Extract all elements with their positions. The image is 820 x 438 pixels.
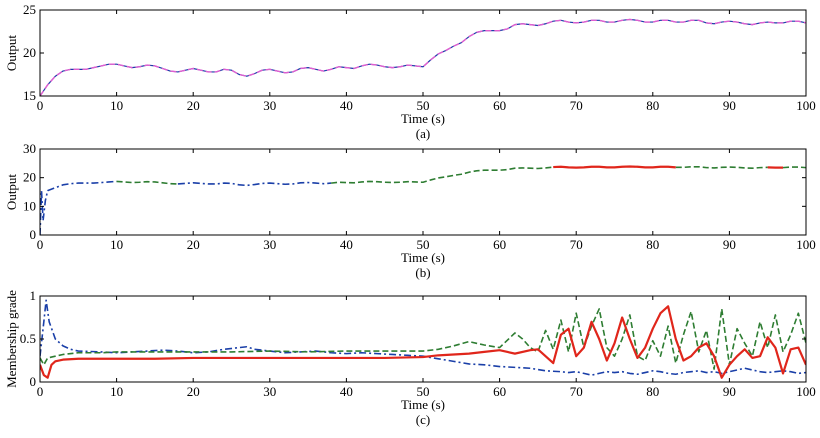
chart-panel-c: 0 10 20 30 40 50 60 70 80 90 100 0 0.5 1 Time (s)(c) Me…	[4, 288, 816, 427]
series-line-1	[40, 299, 806, 376]
x-tick-label: 100	[796, 384, 816, 399]
y-tick-label: 0	[30, 374, 37, 389]
x-tick-label: 30	[263, 98, 276, 113]
y-tick-label: 20	[23, 170, 36, 185]
x-axis-label: Time (s)	[401, 397, 445, 412]
y-tick-label: 0	[30, 227, 37, 242]
x-tick-label: 80	[646, 98, 659, 113]
x-tick-label: 50	[417, 237, 430, 252]
y-tick-label: 20	[23, 45, 36, 60]
x-tick-label: 20	[187, 384, 200, 399]
x-tick-label: 0	[37, 98, 44, 113]
x-tick-label: 70	[570, 98, 583, 113]
plot-frame	[39, 148, 807, 236]
x-tick-label: 100	[796, 237, 816, 252]
x-tick-label: 80	[646, 237, 659, 252]
chart-panel-b: 0 10 20 30 40 50 60 70 80 90 100 0 10 20 30 Time (s)(b)…	[4, 141, 816, 280]
series-line-7	[553, 165, 676, 169]
x-tick-label: 70	[570, 237, 583, 252]
x-tick-label: 100	[796, 98, 816, 113]
x-tick-label: 40	[340, 237, 353, 252]
x-tick-label: 20	[187, 98, 200, 113]
series-group	[40, 165, 806, 235]
x-tick-label: 50	[417, 384, 430, 399]
y-axis-label: Output	[4, 174, 19, 211]
series-line-6	[782, 166, 806, 169]
x-axis-label: Time (s)	[401, 111, 445, 126]
panel-caption: (c)	[416, 412, 430, 427]
x-tick-label: 40	[340, 98, 353, 113]
y-tick-label: 25	[23, 2, 36, 17]
x-tick-label: 80	[646, 384, 659, 399]
series-group	[40, 18, 806, 96]
y-tick-label: 1	[30, 288, 37, 303]
x-tick-label: 90	[723, 237, 736, 252]
plot-frame	[39, 9, 807, 97]
x-tick-label: 70	[570, 384, 583, 399]
x-tick-label: 90	[723, 98, 736, 113]
x-tick-label: 40	[340, 384, 353, 399]
x-tick-label: 50	[417, 98, 430, 113]
x-tick-label: 60	[493, 384, 506, 399]
x-tick-label: 30	[263, 237, 276, 252]
y-tick-label: 0.5	[20, 331, 36, 346]
panel-caption: (a)	[416, 126, 430, 141]
series-line-1	[40, 180, 117, 235]
y-axis-label: Membership grade	[4, 290, 19, 388]
series-group	[40, 299, 806, 379]
y-tick-label: 15	[23, 88, 36, 103]
series-line-4	[330, 166, 554, 184]
x-tick-label: 90	[723, 384, 736, 399]
x-tick-label: 20	[187, 237, 200, 252]
x-tick-label: 10	[110, 98, 123, 113]
x-tick-label: 60	[493, 98, 506, 113]
y-tick-label: 30	[23, 141, 36, 156]
y-axis-label: Output	[4, 35, 19, 72]
y-tick-label: 10	[23, 198, 36, 213]
series-line-3	[116, 180, 178, 185]
x-tick-label: 30	[263, 384, 276, 399]
x-tick-label: 0	[37, 237, 44, 252]
x-tick-label: 10	[110, 384, 123, 399]
series-line-2	[40, 308, 806, 370]
x-axis-label: Time (s)	[401, 250, 445, 265]
series-line-2	[177, 181, 332, 187]
series-line-3	[40, 305, 806, 379]
series-line-1	[40, 18, 806, 96]
x-tick-label: 10	[110, 237, 123, 252]
series-line-2	[40, 18, 806, 96]
chart-panel-a: 0 10 20 30 40 50 60 70 80 90 100 15 20 25 Time (s)(a) O…	[4, 2, 816, 141]
series-line-5	[675, 165, 768, 170]
x-tick-label: 60	[493, 237, 506, 252]
x-tick-label: 0	[37, 384, 44, 399]
plot-frame	[39, 295, 807, 383]
panel-caption: (b)	[415, 265, 430, 280]
